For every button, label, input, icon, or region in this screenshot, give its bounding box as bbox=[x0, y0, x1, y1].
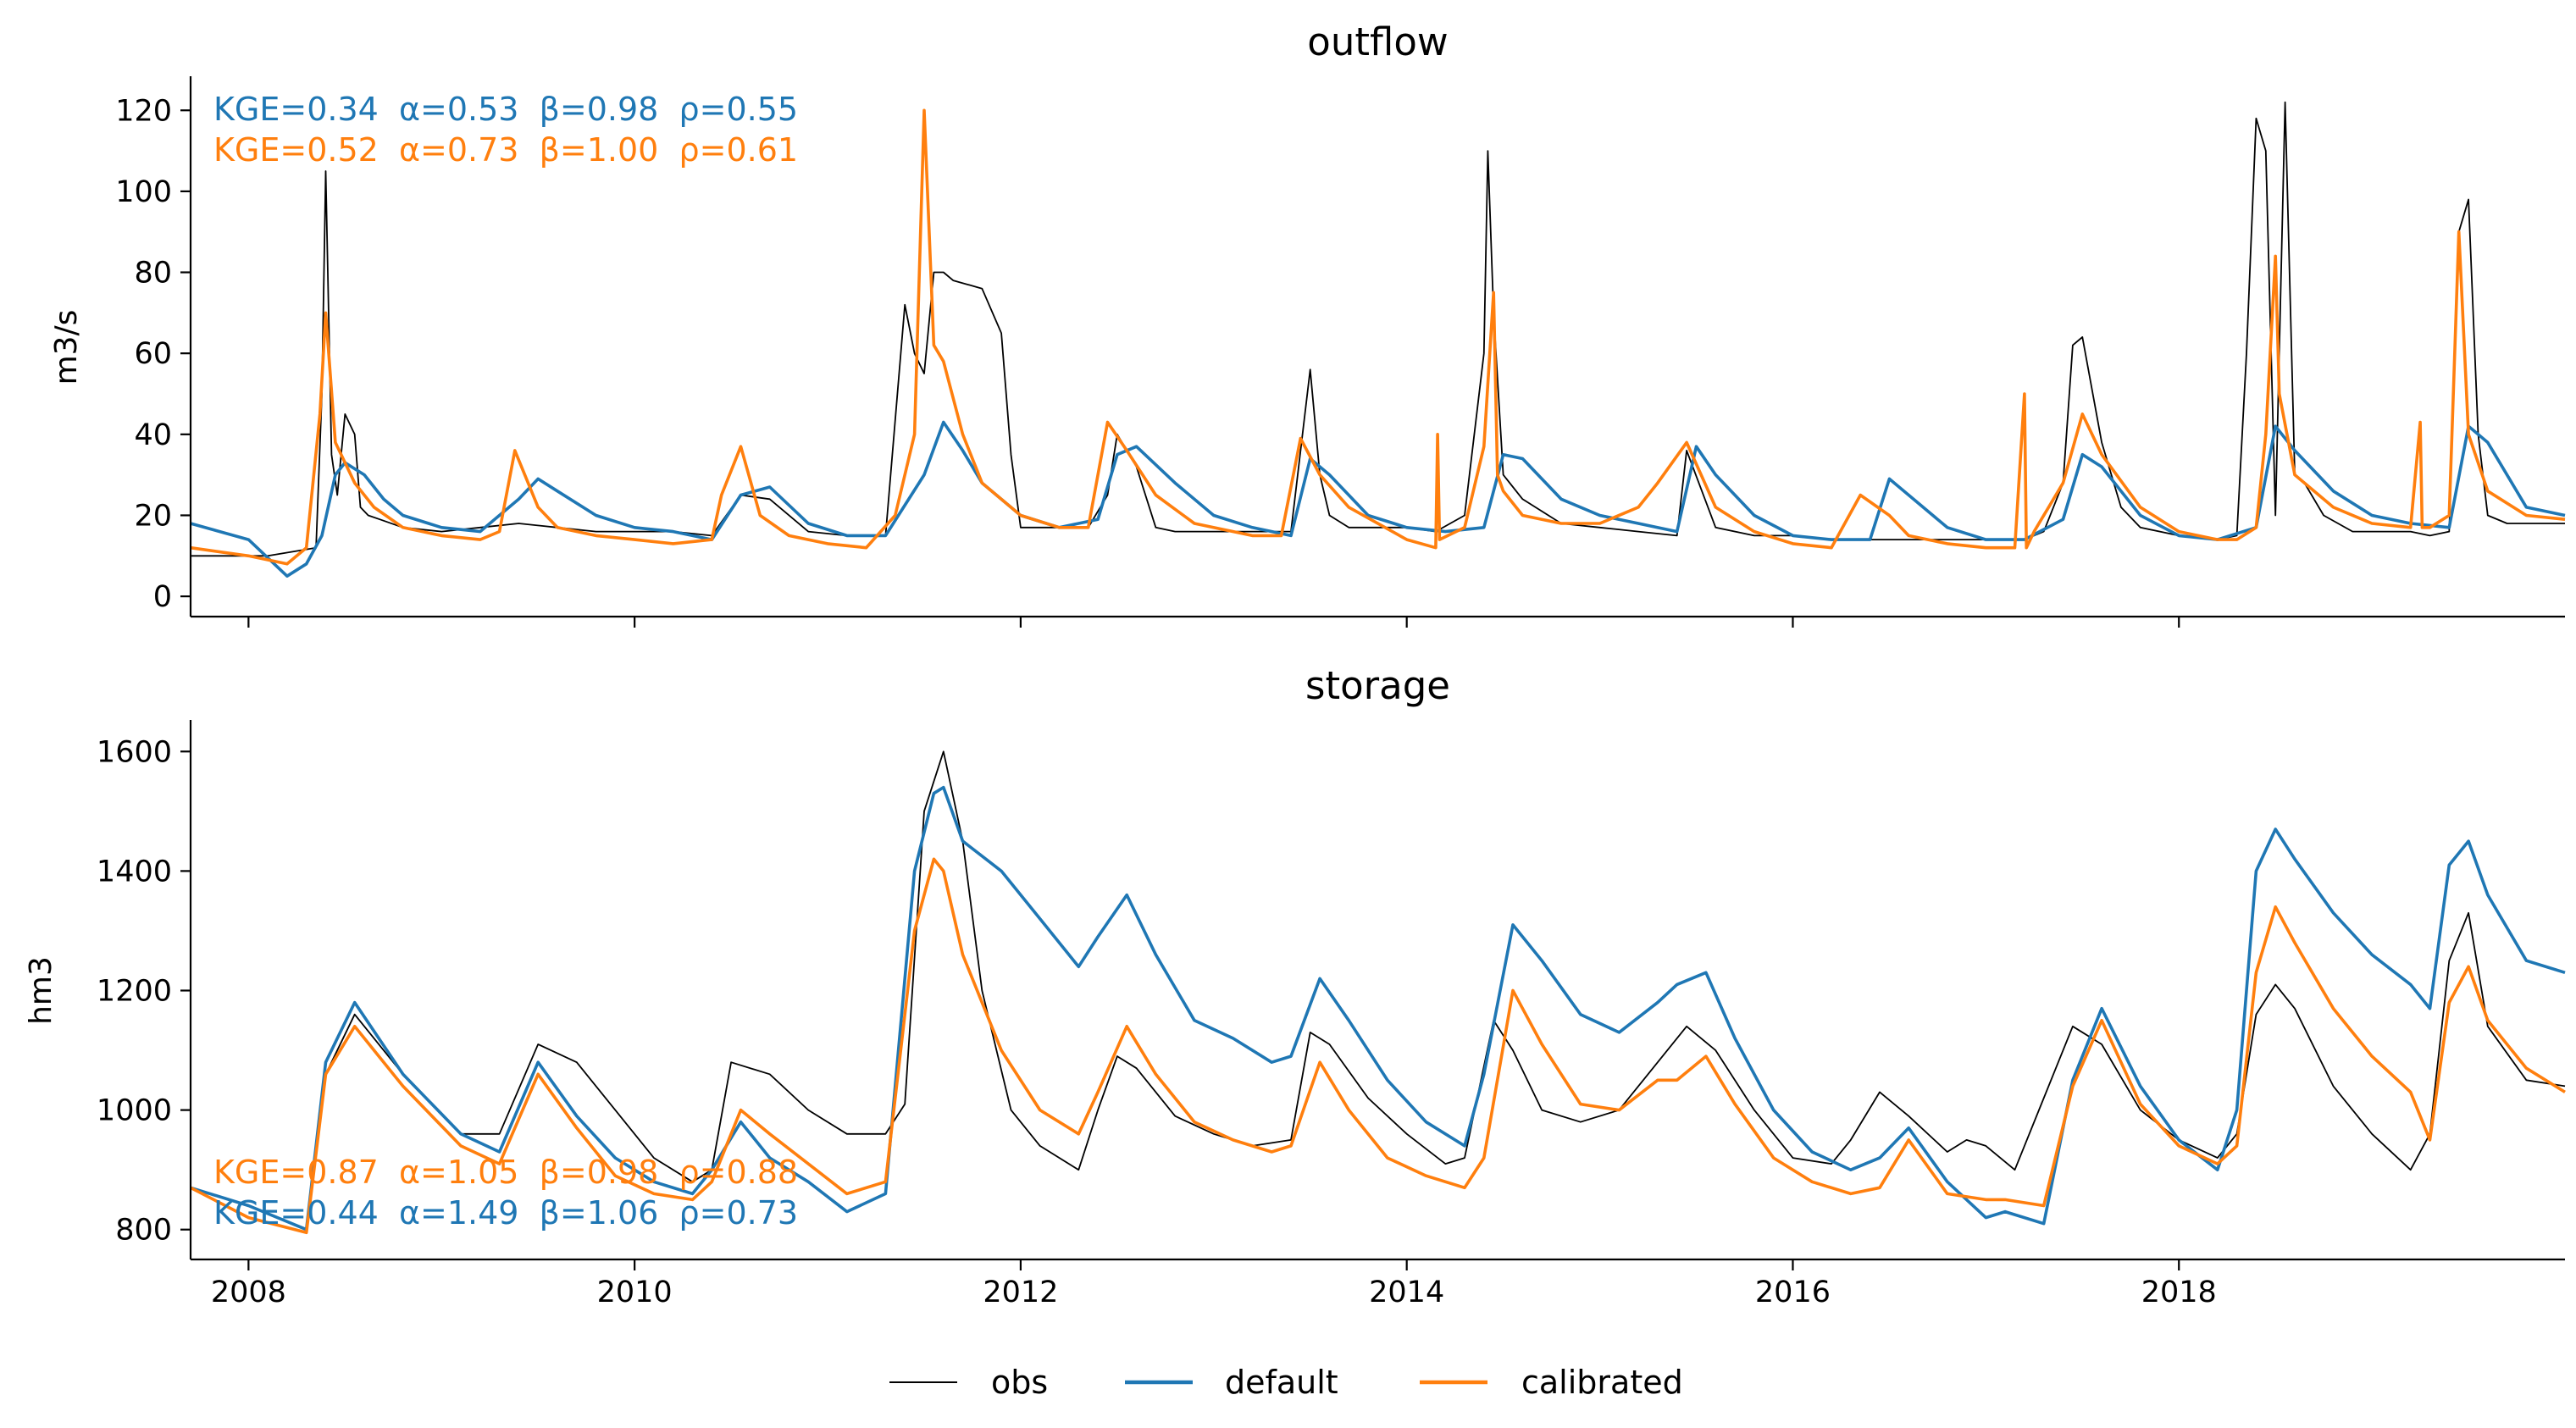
storage-panel: storage hm3 800 1000 1200 1400 1600 2008 2010 2… bbox=[24, 663, 2566, 1309]
outflow-axes: 0 20 40 60 80 100 120 bbox=[115, 76, 2565, 628]
y-tick-label: 800 bbox=[115, 1214, 172, 1248]
y-tick-label: 0 bbox=[153, 580, 172, 614]
x-tick-label: 2018 bbox=[2141, 1276, 2217, 1309]
stats-calibrated: KGE=0.87 α=1.05 β=0.98 ρ=0.88 bbox=[213, 1154, 798, 1191]
x-tick-label: 2014 bbox=[1369, 1276, 1444, 1309]
stats-calibrated: KGE=0.52 α=0.73 β=1.00 ρ=0.61 bbox=[213, 131, 798, 169]
outflow-panel: outflow m3/s 0 20 40 60 80 100 120 KGE=0.34 α=… bbox=[49, 19, 2566, 628]
y-tick-label: 1200 bbox=[97, 975, 172, 1009]
outflow-series bbox=[190, 101, 2566, 578]
x-tick-label: 2012 bbox=[983, 1276, 1058, 1309]
storage-title: storage bbox=[1305, 663, 1450, 708]
y-tick-label: 1400 bbox=[97, 855, 172, 888]
y-tick-label: 60 bbox=[134, 337, 172, 371]
legend-default-label: default bbox=[1225, 1364, 1338, 1401]
storage-axes: 800 1000 1200 1400 1600 2008 2010 2012 2014 2016 2… bbox=[97, 720, 2565, 1309]
storage-series bbox=[190, 750, 2566, 1235]
series-line-default bbox=[190, 420, 2566, 578]
legend-obs-label: obs bbox=[991, 1364, 1048, 1401]
y-tick-label: 40 bbox=[134, 418, 172, 452]
y-tick-label: 1000 bbox=[97, 1094, 172, 1128]
y-tick-label: 20 bbox=[134, 499, 172, 533]
stats-default: KGE=0.44 α=1.49 β=1.06 ρ=0.73 bbox=[213, 1194, 798, 1232]
stats-default: KGE=0.34 α=0.53 β=0.98 ρ=0.55 bbox=[213, 91, 798, 128]
legend-calibrated-label: calibrated bbox=[1521, 1364, 1683, 1401]
y-tick-label: 80 bbox=[134, 257, 172, 291]
legend: obs default calibrated bbox=[889, 1364, 1683, 1401]
y-tick-label: 120 bbox=[115, 94, 172, 128]
y-tick-label: 100 bbox=[115, 175, 172, 209]
storage-ylabel: hm3 bbox=[24, 956, 58, 1025]
outflow-title: outflow bbox=[1307, 19, 1448, 64]
series-line-calibrated bbox=[190, 857, 2566, 1235]
outflow-ylabel: m3/s bbox=[49, 310, 84, 385]
x-tick-label: 2010 bbox=[597, 1276, 673, 1309]
series-line-calibrated bbox=[190, 108, 2566, 566]
series-line-default bbox=[190, 785, 2566, 1232]
x-tick-label: 2008 bbox=[211, 1276, 286, 1309]
series-line-obs bbox=[191, 101, 2565, 557]
y-tick-label: 1600 bbox=[97, 735, 172, 769]
series-line-obs bbox=[324, 750, 2566, 1183]
x-tick-label: 2016 bbox=[1755, 1276, 1831, 1309]
